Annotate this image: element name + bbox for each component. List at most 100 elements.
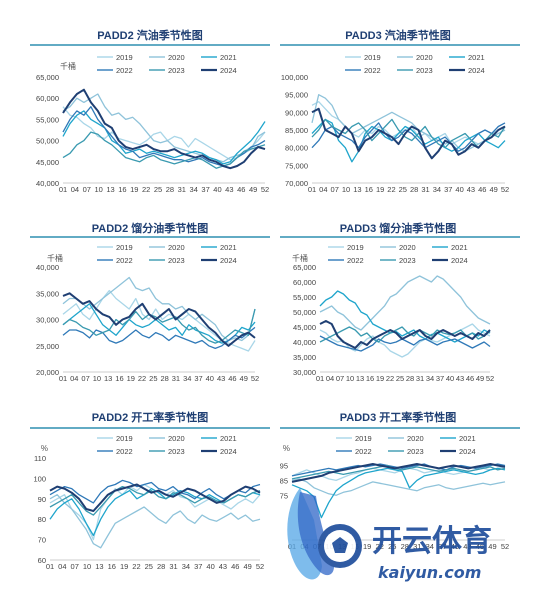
y-tick-label: 30,000: [36, 316, 59, 325]
x-tick-label: 01: [316, 374, 324, 383]
legend-label-2023: 2023: [407, 447, 424, 456]
chart-title: PADD2 开工率季节性图: [92, 410, 209, 424]
x-tick-label: 46: [237, 185, 245, 194]
x-tick-label: 43: [225, 185, 233, 194]
y-tick-label: 90: [38, 495, 46, 504]
x-tick-label: 25: [399, 185, 407, 194]
x-tick-label: 49: [476, 374, 484, 383]
legend-label-2019: 2019: [116, 434, 133, 443]
legend-label-2021: 2021: [468, 53, 485, 62]
x-tick-label: 07: [71, 562, 79, 571]
chart-legend: 2019 2020 2021 2022 2023 2024: [97, 434, 237, 456]
x-tick-label: 43: [219, 562, 227, 571]
x-tick-label: 34: [426, 374, 434, 383]
legend-label-2022: 2022: [116, 447, 133, 456]
legend-label-2020: 2020: [399, 243, 416, 252]
series-line-2021: [311, 118, 506, 163]
x-tick-label: 16: [115, 374, 123, 383]
x-tick-label: 34: [182, 562, 190, 571]
x-tick-label: 25: [388, 542, 396, 551]
x-tick-label: 37: [194, 562, 202, 571]
x-tick-label: 07: [331, 185, 339, 194]
x-tick-label: 04: [326, 374, 334, 383]
x-tick-label: 49: [243, 562, 251, 571]
x-tick-label: 49: [489, 185, 497, 194]
x-tick-label: 49: [240, 374, 248, 383]
series-line-2022: [319, 335, 491, 352]
legend-label-2022: 2022: [364, 66, 381, 75]
y-tick-label: 90,000: [285, 108, 308, 117]
x-tick-label: 19: [376, 374, 384, 383]
series-line-2024: [62, 88, 266, 170]
x-tick-label: 40: [455, 185, 463, 194]
legend-label-2021: 2021: [220, 434, 237, 443]
chart-title: PADD3 汽油季节性图: [345, 28, 451, 42]
series-line-2019: [319, 323, 491, 358]
series-line-2020: [319, 275, 491, 331]
y-tick-label: 60: [38, 556, 46, 565]
x-tick-label: 01: [59, 185, 67, 194]
chart-title: PADD2 馏分油季节性图: [92, 221, 209, 235]
x-tick-label: 07: [81, 374, 89, 383]
unit-label: %: [283, 444, 290, 453]
chart-panel-padd3-gasoline: PADD3 汽油季节性图 2019 2020 2021 2022 2023 2024 10…: [280, 28, 520, 194]
x-tick-label: 13: [356, 374, 364, 383]
x-tick-label: 04: [70, 374, 78, 383]
chart-panel-padd2-utilization: PADD2 开工率季节性图 % 2019 2020 2021 2022 2023 2024…: [30, 410, 270, 571]
y-tick-label: 65,000: [36, 73, 59, 82]
x-tick-label: 52: [251, 374, 259, 383]
x-tick-label: 22: [387, 185, 395, 194]
chart-legend: 2019 2020 2021 2022 2023 2024: [345, 53, 485, 75]
x-tick-label: 34: [190, 185, 198, 194]
series-line-2020: [62, 93, 266, 163]
chart-legend: 2019 2020 2021 2022 2023 2024: [97, 53, 237, 75]
series-line-2023: [291, 464, 506, 480]
x-tick-label: 37: [444, 185, 452, 194]
legend-label-2024: 2024: [468, 66, 485, 75]
legend-label-2023: 2023: [399, 256, 416, 265]
x-tick-label: 46: [466, 374, 474, 383]
unit-label: 千桶: [60, 61, 76, 71]
legend-label-2019: 2019: [347, 243, 364, 252]
x-tick-label: 22: [386, 374, 394, 383]
x-tick-label: 22: [138, 374, 146, 383]
y-tick-label: 45,000: [36, 158, 59, 167]
series-line-2020: [62, 276, 256, 342]
brand-watermark: 开云体育 kaiyun.com: [287, 488, 492, 582]
x-tick-label: 34: [426, 542, 434, 551]
chart-panel-padd3-distillate: PADD3 馏分油季节性图 千桶 2019 2020 2021 2022 2023 202…: [280, 221, 520, 383]
x-tick-label: 31: [169, 562, 177, 571]
legend-label-2024: 2024: [220, 256, 237, 265]
x-tick-label: 40: [206, 374, 214, 383]
y-tick-label: 60,000: [36, 94, 59, 103]
y-tick-label: 95: [280, 461, 288, 470]
y-tick-label: 40,000: [36, 179, 59, 188]
legend-label-2022: 2022: [355, 447, 372, 456]
x-tick-label: 43: [463, 542, 471, 551]
chart-legend: 2019 2020 2021 2022 2023 2024: [336, 434, 476, 456]
x-tick-label: 01: [308, 185, 316, 194]
legend-label-2019: 2019: [116, 243, 133, 252]
x-tick-label: 04: [319, 185, 327, 194]
brand-logo-icon: [287, 488, 362, 580]
legend-label-2023: 2023: [168, 447, 185, 456]
y-tick-label: 60,000: [293, 278, 316, 287]
series-line-2021: [291, 467, 506, 519]
plot-area: 100,000 95,000 90,000 85,000 80,000 75,000 70,…: [281, 73, 509, 194]
series-line-2020: [291, 478, 506, 496]
x-tick-label: 52: [501, 542, 509, 551]
unit-label: 千桶: [292, 253, 308, 263]
x-tick-label: 49: [249, 185, 257, 194]
x-tick-label: 46: [228, 374, 236, 383]
chart-title: PADD2 汽油季节性图: [97, 28, 203, 42]
legend-label-2024: 2024: [459, 447, 476, 456]
series-line-2022: [49, 479, 261, 504]
x-tick-label: 13: [95, 562, 103, 571]
brand-name: 开云体育: [372, 524, 492, 559]
series-line-2023: [311, 118, 506, 149]
x-tick-label: 31: [172, 374, 180, 383]
brand-domain: kaiyun.com: [378, 563, 481, 582]
legend-label-2020: 2020: [168, 53, 185, 62]
x-tick-label: 10: [93, 374, 101, 383]
